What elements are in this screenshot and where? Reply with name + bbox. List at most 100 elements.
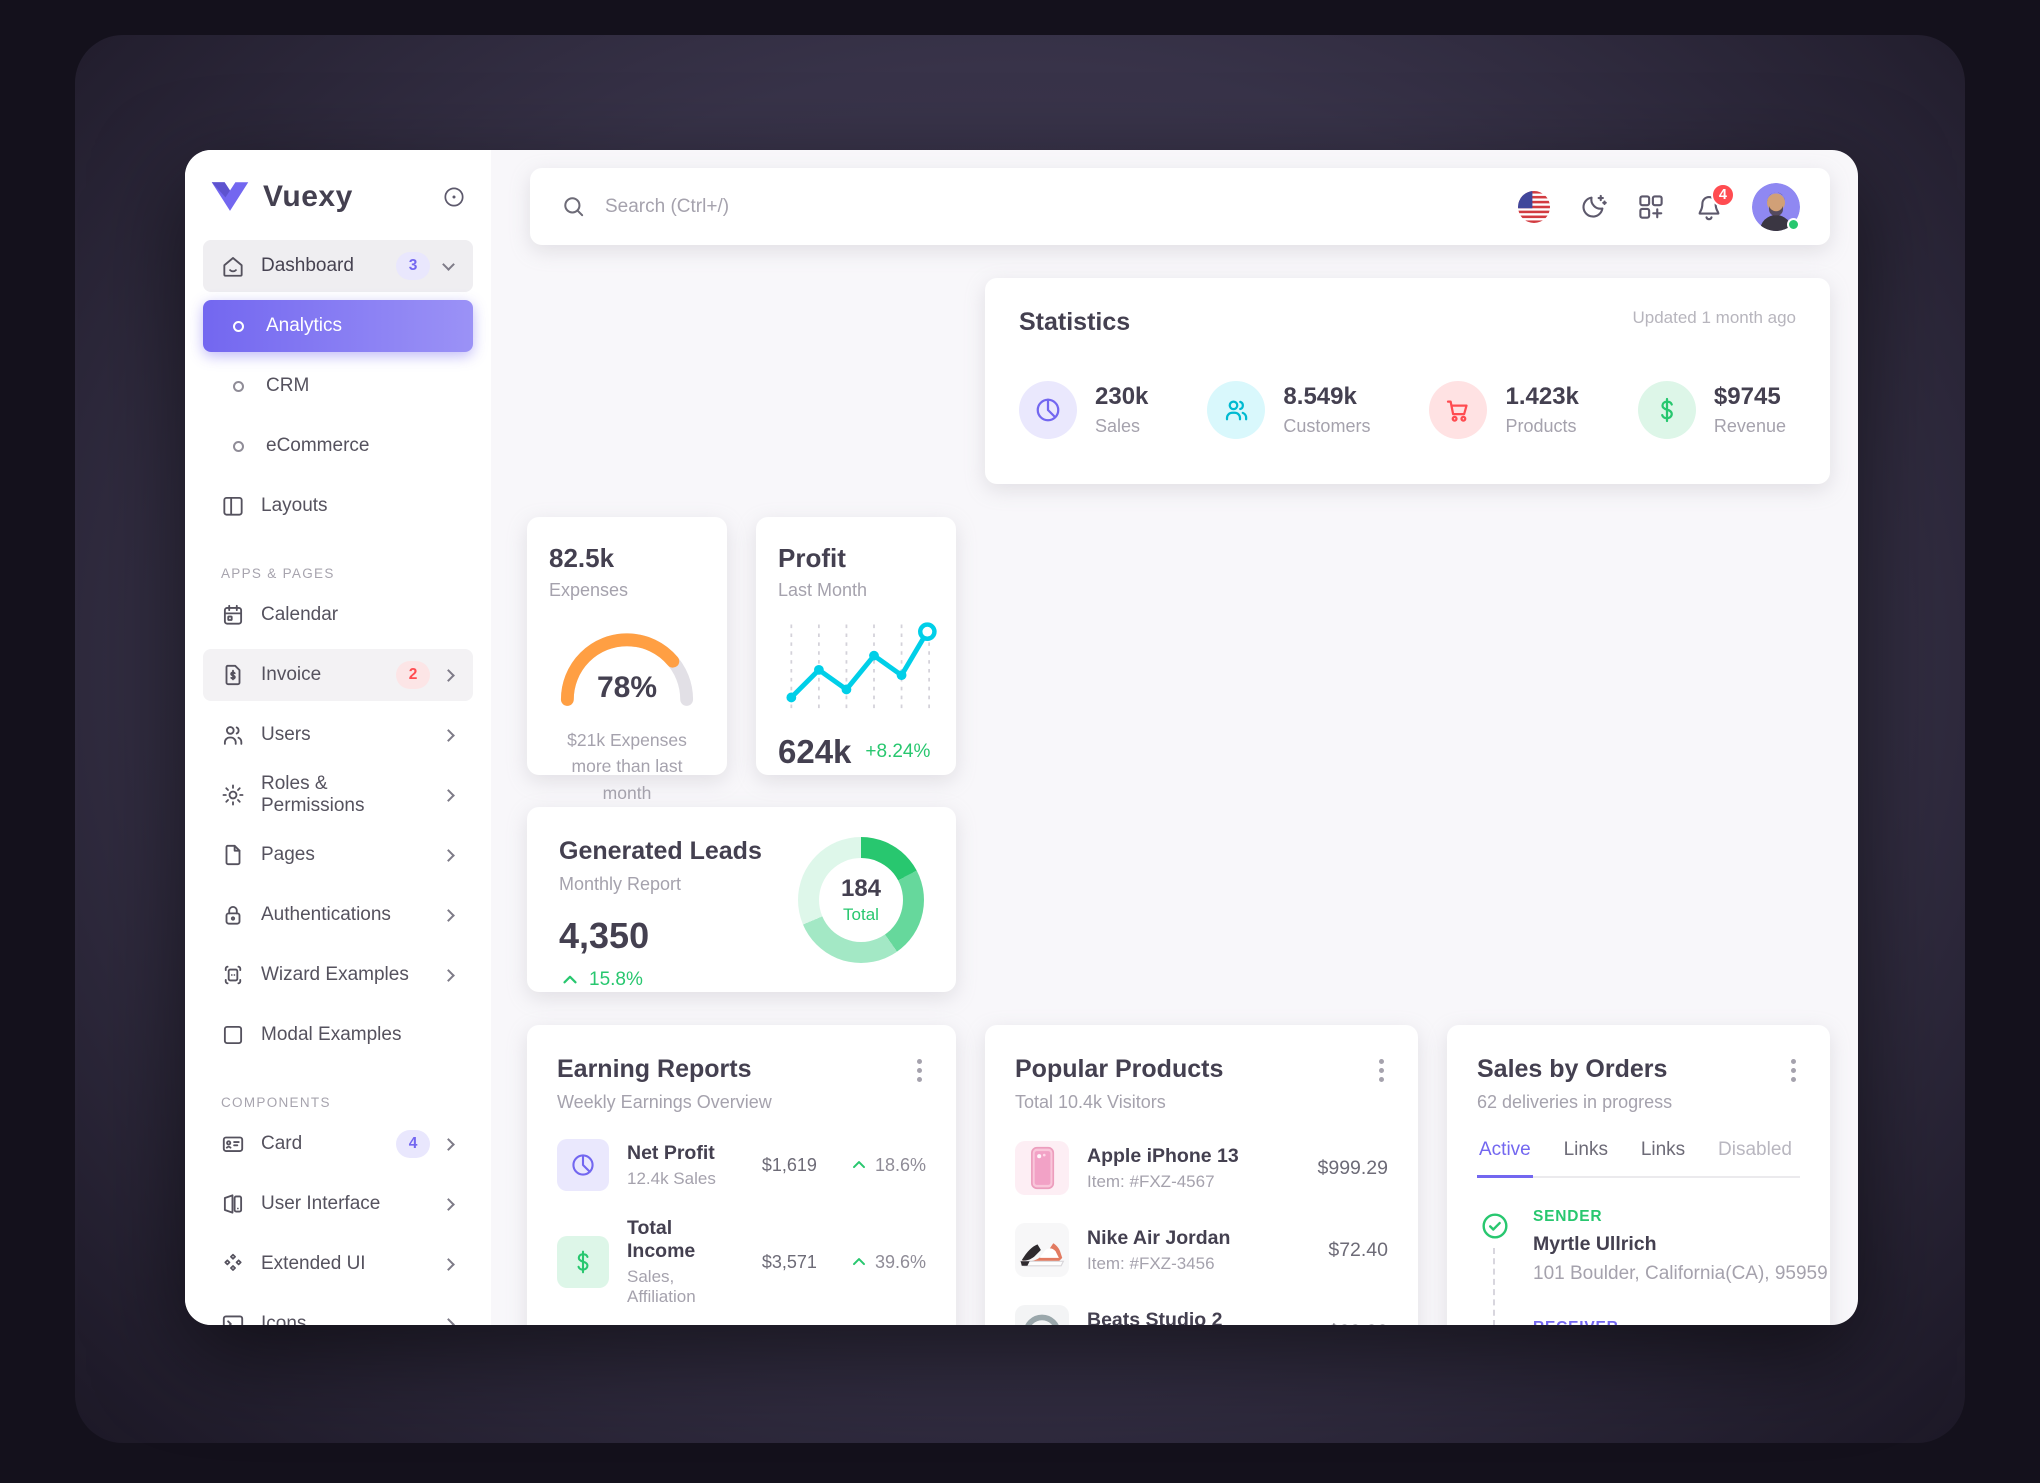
chevron-right-icon [442, 1137, 455, 1151]
users-icon [219, 722, 247, 748]
shortcuts-grid-icon[interactable] [1636, 192, 1666, 222]
sidebar-item-label: Authentications [261, 904, 391, 925]
sidebar-item-layouts[interactable]: Layouts [203, 480, 473, 532]
chevron-right-icon [442, 788, 455, 802]
stat-label: Customers [1283, 416, 1371, 436]
sidebar-item-calendar[interactable]: Calendar [203, 589, 473, 641]
earning-row-amount: $1,619 [761, 1154, 817, 1175]
sidebar-section-apps-pages: Apps & Pages [221, 566, 335, 581]
expenses-label: Expenses [549, 580, 629, 600]
tab-links-1[interactable]: Links [1563, 1139, 1608, 1160]
brand-name: Vuexy [263, 180, 353, 213]
tab-links-2[interactable]: Links [1640, 1139, 1686, 1160]
sales-by-orders-subtitle: 62 deliveries in progress [1477, 1092, 1673, 1112]
search-input[interactable] [605, 195, 1205, 218]
home-icon [219, 253, 247, 279]
file-icon [219, 842, 247, 868]
kebab-menu-icon[interactable] [913, 1055, 926, 1086]
chevron-right-icon [442, 968, 455, 982]
stat-label: Revenue [1713, 416, 1786, 436]
sidebar-item-invoice[interactable]: Invoice 2 [203, 649, 473, 701]
earning-row-name: Total Income [627, 1217, 696, 1262]
product-price: $99.90 [1328, 1321, 1388, 1326]
chevron-right-icon [442, 1197, 455, 1211]
id-card-icon [219, 1131, 247, 1157]
timeline-role: SENDER [1533, 1208, 1603, 1225]
sidebar-item-wizard-examples[interactable]: Wizard Examples [203, 949, 473, 1001]
earning-reports-card: Earning Reports Weekly Earnings Overview… [527, 1025, 956, 1325]
sidebar-item-label: Invoice [261, 664, 322, 685]
profit-card: Profit Last Month 624k +8.24% [756, 517, 956, 775]
language-flag-icon[interactable] [1518, 190, 1550, 223]
sidebar-item-extended-ui[interactable]: Extended UI [203, 1238, 473, 1290]
sidebar-item-label: Users [261, 724, 311, 745]
tab-active[interactable]: Active [1477, 1139, 1533, 1178]
product-name: Nike Air Jordan [1087, 1226, 1231, 1249]
sidebar-item-label: Dashboard [261, 255, 354, 276]
sales-tabs: Active Links Links Disabled [1477, 1139, 1800, 1178]
sidebar-item-ecommerce[interactable]: eCommerce [203, 420, 473, 472]
pie-chart-icon [557, 1139, 609, 1191]
layout-icon [219, 493, 247, 519]
profit-title: Profit [778, 543, 846, 573]
sidebar: Vuexy Dashboard 3 Analytics CRM [185, 150, 491, 1325]
statistics-card: Statistics Updated 1 month ago 230k Sale… [985, 278, 1830, 484]
timeline-address: 101 Boulder, California(CA), 95959 [1533, 1263, 1828, 1284]
delivery-timeline: SENDER Myrtle Ullrich 101 Boulder, Calif… [1477, 1208, 1828, 1325]
customers-users-icon [1207, 381, 1266, 439]
sidebar-item-modal-examples[interactable]: Modal Examples [203, 1009, 473, 1061]
dark-mode-moon-icon[interactable] [1578, 192, 1608, 222]
earning-reports-subtitle: Weekly Earnings Overview [557, 1092, 772, 1112]
product-price: $72.40 [1328, 1238, 1388, 1261]
bullet-icon [233, 320, 244, 332]
timeline-name: Myrtle Ullrich [1533, 1233, 1657, 1255]
sidebar-item-pages[interactable]: Pages [203, 829, 473, 881]
tab-disabled[interactable]: Disabled [1718, 1139, 1792, 1160]
leads-value: 4,350 [559, 915, 650, 956]
sidebar-item-label: User Interface [261, 1193, 381, 1214]
square-icon [219, 1022, 247, 1048]
invoice-icon [219, 662, 247, 688]
sidebar-item-authentications[interactable]: Authentications [203, 889, 473, 941]
earning-reports-title: Earning Reports [557, 1055, 752, 1083]
sidebar-item-user-interface[interactable]: User Interface [203, 1178, 473, 1230]
leads-donut-chart: 184 Total [798, 837, 924, 963]
stat-value: 8.549k [1283, 383, 1357, 410]
stat-customers: 8.549k Customers [1207, 381, 1370, 439]
sidebar-item-analytics[interactable]: Analytics [203, 300, 473, 352]
expenses-value: 82.5k [549, 543, 615, 573]
profit-change: +8.24% [865, 741, 931, 762]
map-pin-icon [1479, 1319, 1511, 1325]
statistics-updated: Updated 1 month ago [1632, 308, 1796, 327]
chevron-right-icon [442, 848, 455, 862]
sidebar-item-dashboard[interactable]: Dashboard 3 [203, 240, 473, 292]
diamonds-icon [219, 1251, 247, 1277]
sidebar-item-label: Modal Examples [261, 1024, 402, 1045]
stat-value: 230k [1095, 383, 1149, 410]
expenses-caption: $21k Expenses more than last month [567, 730, 687, 803]
sales-by-orders-title: Sales by Orders [1477, 1055, 1668, 1083]
product-row-iphone: Apple iPhone 13 Item: #FXZ-4567 $999.29 [1015, 1141, 1388, 1195]
notifications-bell-icon[interactable]: 4 [1694, 182, 1735, 222]
kebab-menu-icon[interactable] [1787, 1055, 1800, 1086]
product-item-code: Item: #FXZ-3456 [1087, 1253, 1215, 1273]
sidebar-item-card[interactable]: Card 4 [203, 1118, 473, 1170]
stat-label: Sales [1095, 416, 1141, 436]
sidebar-item-users[interactable]: Users [203, 709, 473, 761]
donut-center-value: 184 [840, 875, 882, 902]
search-icon[interactable] [560, 193, 587, 220]
sidebar-item-label: Wizard Examples [261, 964, 409, 985]
sidebar-item-roles-permissions[interactable]: Roles & Permissions [203, 769, 473, 821]
sidebar-item-label: Roles & Permissions [261, 773, 365, 816]
expenses-card: 82.5k Expenses 78% $21k Expenses more th… [527, 517, 727, 803]
sidebar-item-label: CRM [266, 375, 310, 396]
sidebar-item-crm[interactable]: CRM [203, 360, 473, 412]
kebab-menu-icon[interactable] [1375, 1055, 1388, 1086]
lock-icon [219, 902, 247, 928]
product-name: Apple iPhone 13 [1087, 1144, 1239, 1167]
user-avatar[interactable] [1752, 182, 1800, 231]
sidebar-item-label: Card [261, 1133, 303, 1154]
sidebar-item-icons[interactable]: Icons [203, 1298, 473, 1325]
sidebar-pin-icon[interactable] [441, 184, 467, 210]
chevron-right-icon [442, 908, 455, 922]
